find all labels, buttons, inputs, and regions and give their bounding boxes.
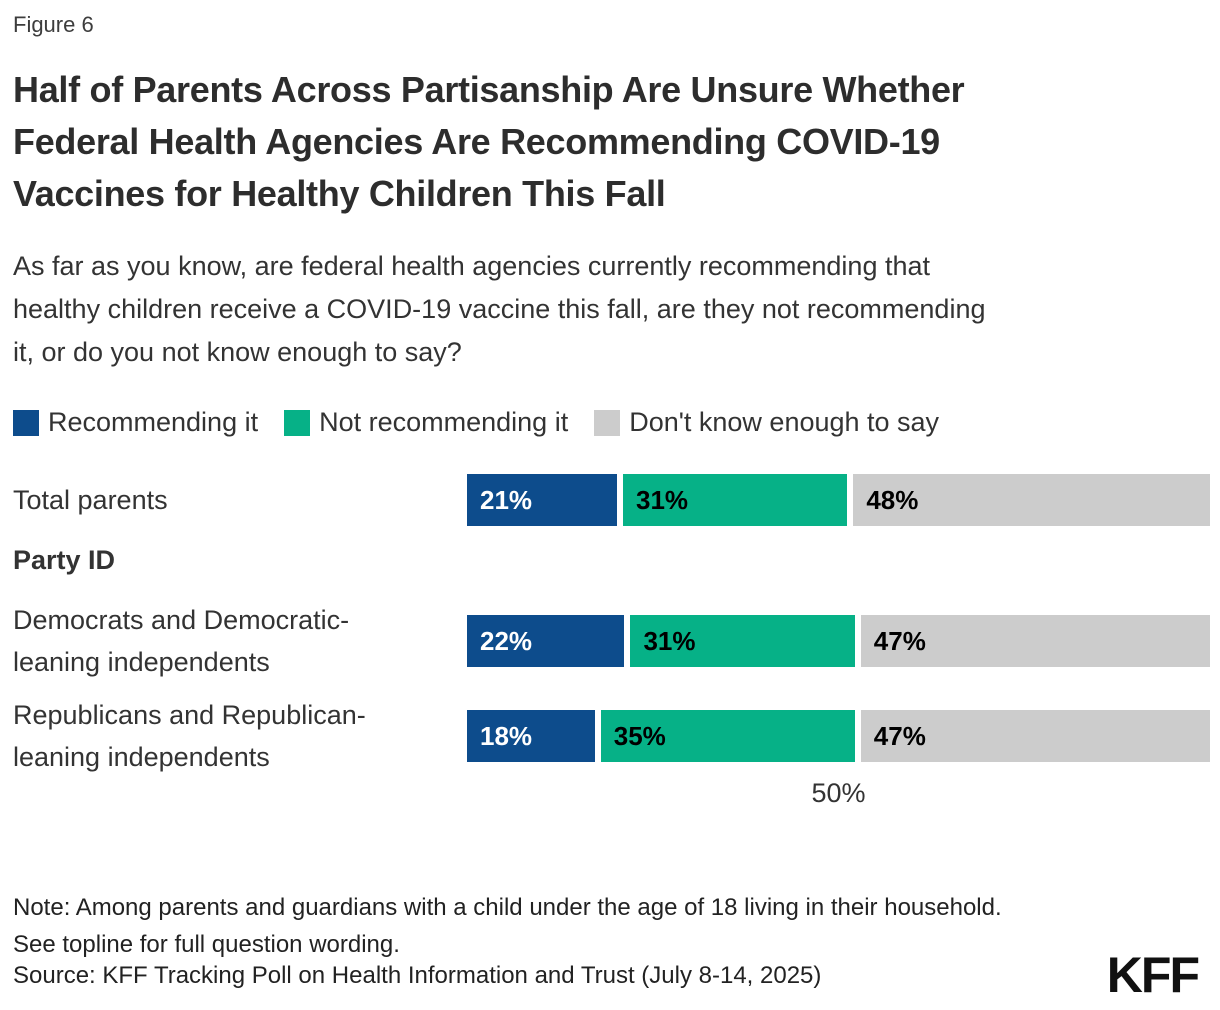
chart-row: Democrats and Democratic- leaning indepe… bbox=[13, 605, 1211, 677]
legend-item: Recommending it bbox=[13, 407, 258, 438]
bar-segment: 48% bbox=[853, 474, 1210, 526]
group-header: Party ID bbox=[13, 545, 116, 575]
legend-item: Not recommending it bbox=[284, 407, 568, 438]
row-label: Total parents bbox=[13, 485, 168, 515]
bar-segment: 31% bbox=[623, 474, 854, 526]
legend-item: Don't know enough to say bbox=[594, 407, 939, 438]
legend-label: Don't know enough to say bbox=[629, 407, 940, 437]
chart-row: Republicans and Republican- leaning inde… bbox=[13, 700, 1211, 772]
legend-label: Recommending it bbox=[48, 407, 259, 437]
kff-logo: KFF bbox=[1106, 947, 1200, 1003]
bar-value-label: 31% bbox=[636, 484, 689, 515]
bar-segment: 47% bbox=[860, 615, 1210, 667]
footnote: Note: Among parents and guardians with a… bbox=[13, 894, 1002, 958]
chart-title: Half of Parents Across Partisanship Are … bbox=[13, 69, 965, 214]
bar-stack: 22% 31% 47% bbox=[467, 615, 1210, 667]
legend-swatch bbox=[13, 409, 39, 436]
bar-stack: 21% 31% 48% bbox=[467, 474, 1210, 526]
bar-value-label: 31% bbox=[643, 625, 696, 656]
bar-value-label: 18% bbox=[480, 720, 533, 751]
row-label: Republicans and Republican- leaning inde… bbox=[13, 700, 366, 772]
chart-row: Total parents 21% 31% 48% bbox=[13, 474, 1211, 526]
bar-value-label: 22% bbox=[480, 625, 533, 656]
bar-segment: 47% bbox=[860, 710, 1210, 762]
legend-label: Not recommending it bbox=[319, 407, 569, 437]
bar-value-label: 35% bbox=[613, 720, 666, 751]
bar-segment: 21% bbox=[467, 474, 624, 526]
figure-number: Figure 6 bbox=[13, 12, 94, 37]
legend-swatch bbox=[284, 409, 311, 436]
legend: Recommending it Not recommending it Don't … bbox=[13, 407, 939, 438]
question-text: As far as you know, are federal health a… bbox=[13, 251, 986, 367]
bar-segment: 35% bbox=[600, 710, 861, 762]
source-line: Source: KFF Tracking Poll on Health Info… bbox=[13, 962, 822, 989]
bar-stack: 18% 35% 47% bbox=[467, 710, 1210, 762]
axis-tick-label: 50% bbox=[811, 778, 866, 808]
row-label: Democrats and Democratic- leaning indepe… bbox=[13, 605, 350, 677]
bar-value-label: 47% bbox=[873, 720, 926, 751]
bar-segment: 31% bbox=[630, 615, 861, 667]
bar-value-label: 21% bbox=[480, 484, 533, 515]
bar-value-label: 47% bbox=[873, 625, 926, 656]
bar-segment: 18% bbox=[467, 710, 601, 762]
bar-value-label: 48% bbox=[866, 484, 919, 515]
legend-swatch bbox=[594, 409, 621, 436]
bar-segment: 22% bbox=[467, 615, 631, 667]
